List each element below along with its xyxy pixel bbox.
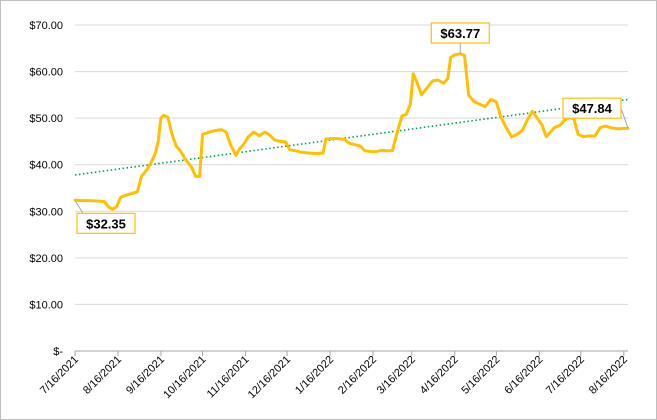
callout-label: $47.84 xyxy=(572,101,613,116)
callout-label: $32.35 xyxy=(86,216,126,231)
callout-2: $47.84 xyxy=(562,97,629,129)
x-tick-label: 1/16/2022 xyxy=(293,354,336,397)
x-tick-label: 11/16/2021 xyxy=(205,354,252,401)
x-tick-label: 3/16/2022 xyxy=(375,354,418,397)
callout-1: $63.77 xyxy=(430,22,490,55)
x-tick-label: 8/16/2021 xyxy=(81,354,124,397)
y-tick-label: $20.00 xyxy=(29,253,63,265)
callout-leader xyxy=(74,200,84,214)
gridlines xyxy=(75,24,628,305)
y-tick-label: $- xyxy=(53,346,63,358)
x-tick-label: 6/16/2022 xyxy=(502,354,545,397)
y-axis: $- $10.00 $20.00 $30.00 $40.00 $50.00 $60.00 $7… xyxy=(29,20,63,358)
price-series-line xyxy=(73,52,630,211)
x-tick-label: 10/16/2021 xyxy=(161,354,208,401)
x-tick-label: 2/16/2022 xyxy=(336,354,379,397)
y-tick-label: $70.00 xyxy=(29,20,63,32)
callout-box xyxy=(562,97,622,119)
callout-box xyxy=(430,22,490,44)
x-tick-label: 8/16/2022 xyxy=(587,354,630,397)
y-tick-label: $60.00 xyxy=(29,67,63,79)
x-tick-label: 5/16/2022 xyxy=(459,354,502,397)
x-tick-label: 7/16/2022 xyxy=(544,354,587,397)
callouts: $32.35 $63.77 $47.84 xyxy=(74,22,629,234)
y-tick-label: $30.00 xyxy=(29,206,63,218)
y-tick-label: $50.00 xyxy=(29,113,63,125)
x-tick-label: 9/16/2021 xyxy=(124,354,167,397)
x-tick-label: 4/16/2022 xyxy=(418,354,461,397)
y-tick-label: $40.00 xyxy=(29,160,63,172)
callout-0: $32.35 xyxy=(74,200,136,234)
x-axis: 7/16/2021 8/16/2021 9/16/202110/16/202111/… xyxy=(38,351,630,401)
callout-box xyxy=(76,212,136,234)
callout-label: $63.77 xyxy=(440,26,480,41)
callout-leader xyxy=(620,108,629,129)
x-tick-label: 7/16/2021 xyxy=(38,354,81,397)
y-tick-label: $10.00 xyxy=(29,299,63,311)
x-tick-label: 12/16/2021 xyxy=(246,354,293,401)
trendline xyxy=(74,98,629,176)
